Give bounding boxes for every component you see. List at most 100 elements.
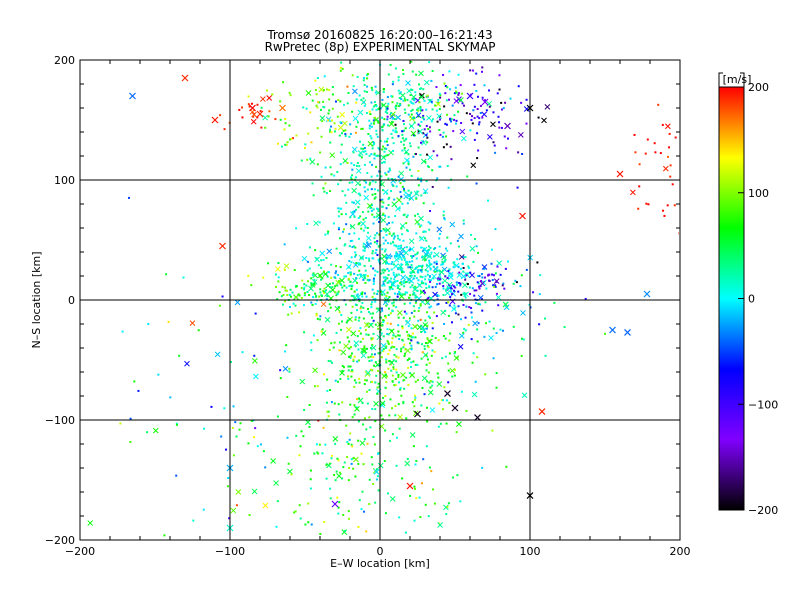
- dot-point: [353, 215, 356, 218]
- cross-point: [389, 496, 396, 502]
- dot-point: [353, 290, 356, 293]
- dot-point: [387, 314, 390, 317]
- dot-point: [393, 292, 396, 295]
- dot-point: [470, 233, 473, 236]
- dot-point: [362, 463, 365, 466]
- dot-point: [413, 309, 416, 312]
- dot-point: [398, 207, 401, 210]
- dot-point: [382, 242, 385, 245]
- dot-point: [343, 103, 346, 106]
- cross-point: [342, 120, 348, 127]
- dot-point: [428, 466, 431, 469]
- dot-point: [367, 356, 370, 359]
- dot-point: [431, 69, 434, 72]
- dot-point: [409, 274, 412, 277]
- dot-point: [358, 222, 361, 225]
- dot-point: [329, 388, 332, 391]
- cross-point: [403, 193, 409, 200]
- dot-point: [332, 346, 335, 349]
- dot-point: [337, 512, 340, 515]
- cross-point: [299, 378, 306, 385]
- dot-point: [445, 143, 448, 146]
- dot-point: [297, 293, 300, 296]
- dot-point: [253, 436, 256, 439]
- dot-point: [288, 370, 291, 373]
- cross-point: [458, 233, 464, 240]
- dot-point: [415, 197, 418, 200]
- dot-point: [442, 210, 445, 213]
- dot-point: [357, 319, 360, 322]
- dot-point: [479, 285, 482, 288]
- dot-point: [277, 142, 280, 145]
- dot-point: [376, 468, 379, 471]
- dot-point: [350, 354, 353, 357]
- dot-point: [453, 352, 456, 355]
- dot-point: [375, 105, 378, 108]
- dot-point: [439, 96, 442, 99]
- dot-point: [437, 376, 440, 379]
- dot-point: [417, 309, 420, 312]
- dot-point: [345, 223, 348, 226]
- cross-point: [301, 255, 308, 262]
- dot-point: [381, 284, 384, 287]
- dot-point: [385, 295, 388, 298]
- dot-point: [429, 380, 432, 383]
- dot-point: [407, 263, 410, 266]
- cross-point: [262, 502, 269, 509]
- dot-point: [302, 435, 305, 438]
- dot-point: [387, 73, 390, 76]
- dot-point: [407, 189, 410, 192]
- dot-point: [317, 419, 320, 422]
- dot-point: [365, 153, 368, 156]
- dot-point: [403, 108, 406, 111]
- dot-point: [337, 506, 340, 509]
- dot-point: [318, 221, 321, 224]
- dot-point: [406, 359, 409, 362]
- dot-point: [424, 230, 427, 233]
- dot-point: [401, 293, 404, 296]
- dot-point: [373, 153, 376, 156]
- dot-point: [382, 396, 385, 399]
- dot-point: [356, 274, 359, 277]
- dot-point: [395, 355, 398, 358]
- dot-point: [398, 97, 401, 100]
- dot-point: [392, 149, 395, 152]
- dot-point: [387, 342, 390, 345]
- dot-point: [453, 92, 456, 95]
- dot-point: [686, 186, 688, 188]
- cross-point: [326, 248, 333, 255]
- dot-point: [391, 95, 394, 98]
- dot-point: [392, 304, 395, 307]
- dot-point: [349, 176, 352, 179]
- dot-point: [370, 322, 373, 325]
- large-cross-point: [331, 500, 339, 508]
- dot-point: [498, 88, 501, 91]
- dot-point: [349, 299, 352, 302]
- dot-point: [420, 270, 423, 273]
- dot-point: [293, 511, 296, 514]
- dot-point: [382, 282, 385, 285]
- cross-point: [421, 255, 428, 261]
- dot-point: [349, 356, 352, 359]
- dot-point: [351, 110, 354, 113]
- dot-point: [337, 226, 340, 229]
- dot-point: [451, 375, 454, 378]
- data-points: [87, 61, 688, 537]
- dot-point: [334, 291, 337, 294]
- cross-point: [360, 220, 366, 227]
- dot-point: [351, 368, 354, 371]
- dot-point: [654, 151, 657, 154]
- dot-point: [388, 296, 391, 299]
- dot-point: [407, 366, 410, 369]
- dot-point: [412, 360, 415, 363]
- dot-point: [369, 135, 372, 138]
- dot-point: [413, 121, 416, 124]
- dot-point: [371, 163, 374, 166]
- dot-point: [316, 385, 319, 388]
- dot-point: [425, 406, 428, 409]
- large-cross-point: [624, 328, 631, 336]
- dot-point: [348, 135, 351, 138]
- dot-point: [502, 329, 505, 332]
- dot-point: [350, 462, 353, 465]
- dot-point: [274, 273, 277, 276]
